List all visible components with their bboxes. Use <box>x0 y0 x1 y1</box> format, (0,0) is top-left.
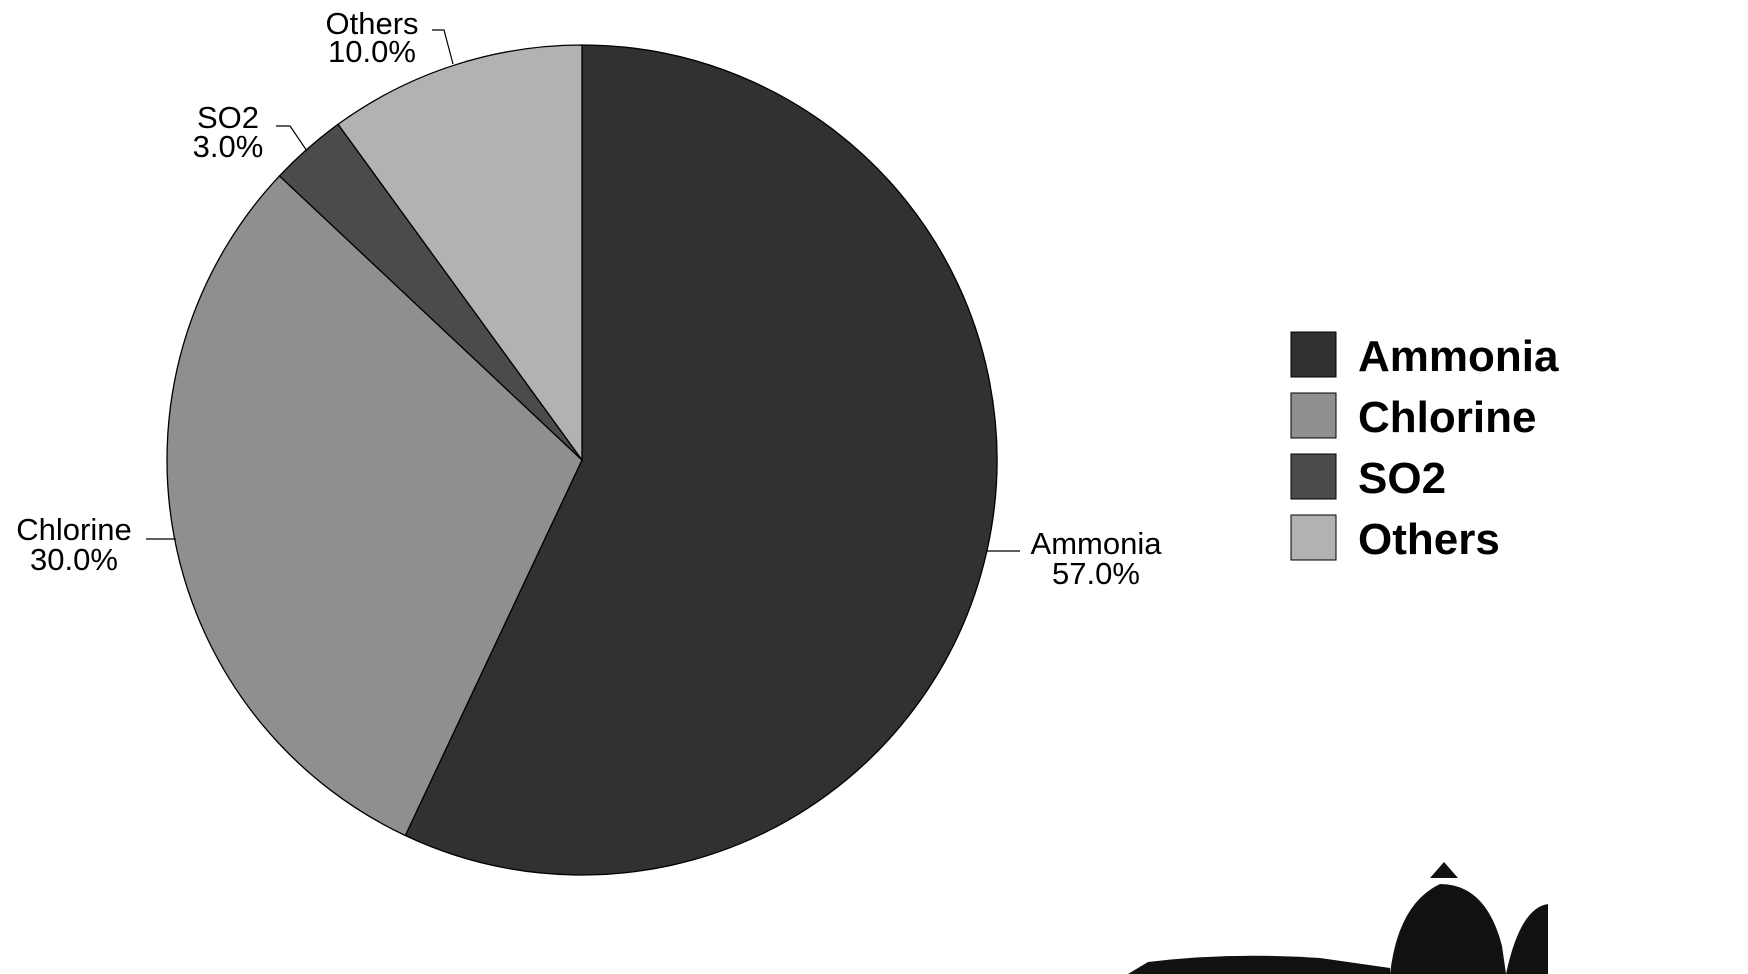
logo-left-shape <box>1128 955 1390 974</box>
pie-leader-lines <box>146 29 1020 552</box>
pie-slices <box>166 44 998 876</box>
slice-percent-label-ammonia: 57.0% <box>1052 556 1140 591</box>
logo-arrow-shape <box>1430 862 1458 878</box>
slice-percent-label-others: 10.0% <box>328 34 416 69</box>
leader-line-others <box>432 29 454 65</box>
legend-label-so2: SO2 <box>1358 454 1446 503</box>
legend-swatch-chlorine <box>1290 392 1337 439</box>
logo-right-shape <box>1506 904 1548 974</box>
legend-swatch-ammonia <box>1290 331 1337 378</box>
legend-swatch-so2 <box>1290 453 1337 500</box>
pie-slice-others <box>337 44 583 463</box>
legend-label-others: Others <box>1358 515 1500 564</box>
slice-name-label-so2: SO2 <box>197 100 259 135</box>
slice-name-label-chlorine: Chlorine <box>16 512 131 547</box>
slice-name-label-others: Others <box>325 6 418 41</box>
partial-logo-graphic <box>1128 862 1548 974</box>
slice-percent-label-so2: 3.0% <box>193 129 264 164</box>
pie-slice-chlorine <box>166 174 583 837</box>
legend-swatch-others <box>1290 514 1337 561</box>
slice-percent-label-chlorine: 30.0% <box>30 542 118 577</box>
leader-line-so2 <box>276 125 308 152</box>
slice-name-label-ammonia: Ammonia <box>1031 526 1163 561</box>
legend-label-chlorine: Chlorine <box>1358 393 1536 442</box>
chart-legend: Ammonia Chlorine SO2 Others <box>1290 331 1559 564</box>
legend-label-ammonia: Ammonia <box>1358 332 1559 381</box>
logo-globe-shape <box>1390 884 1506 974</box>
